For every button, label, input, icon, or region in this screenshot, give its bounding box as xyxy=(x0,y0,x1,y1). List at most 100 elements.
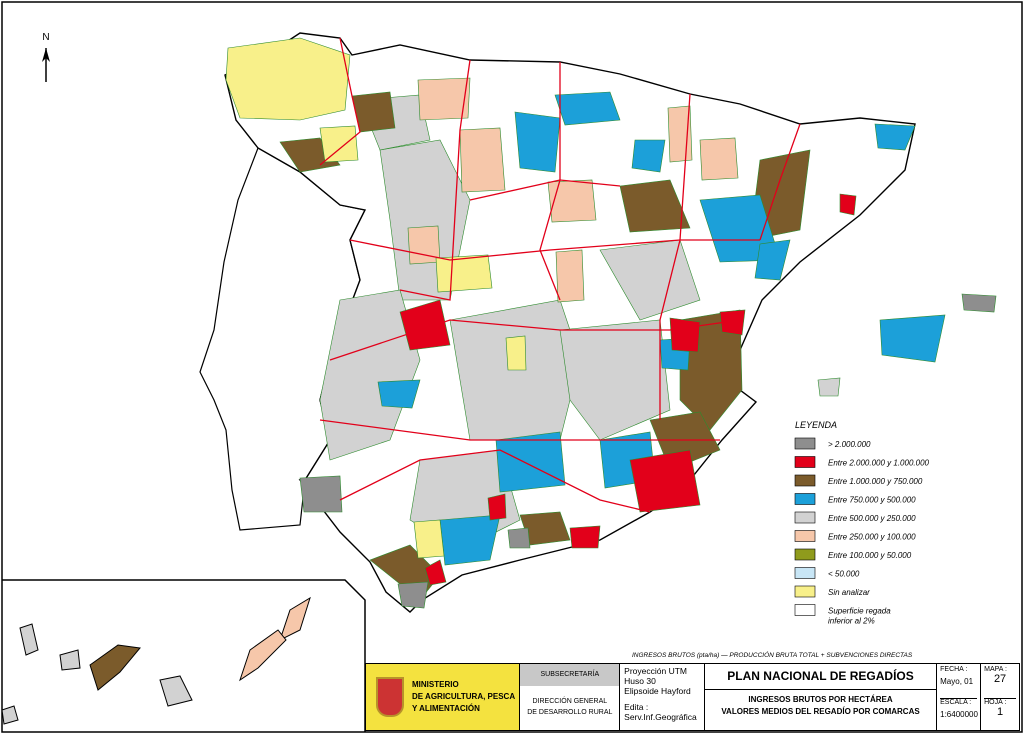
comarca xyxy=(629,449,701,513)
comarca xyxy=(505,335,527,371)
date-scale: FECHA : Mayo, 01 ESCALA : 1:6400000 xyxy=(937,664,982,730)
subtitle-line: VALORES MEDIOS DEL REGADÍO POR COMARCAS xyxy=(721,707,920,716)
comarca xyxy=(631,139,666,173)
legend-label: Entre 250.000 y 100.000 xyxy=(828,533,916,542)
escala-label: ESCALA : xyxy=(940,699,972,706)
comarca xyxy=(839,193,857,216)
hoja: 1 xyxy=(997,706,1004,718)
comarca xyxy=(417,77,471,121)
comarca xyxy=(377,379,421,409)
legend-label: Sin analizar xyxy=(828,588,870,597)
comarca xyxy=(413,519,445,559)
comarca xyxy=(961,293,997,313)
subtitle-line: INGRESOS BRUTOS POR HECTÁREA xyxy=(748,695,893,704)
note: INGRESOS BRUTOS (pta/ha) — PRODUCCIÓN BR… xyxy=(632,650,913,659)
comarca xyxy=(514,111,561,173)
edita-line: Edita : xyxy=(624,702,649,712)
projection-line: Huso 30 xyxy=(624,676,656,686)
comarca xyxy=(299,475,343,513)
comarca xyxy=(407,225,441,265)
shield xyxy=(376,677,404,717)
legend-label: Entre 500.000 y 250.000 xyxy=(828,514,916,523)
hoja-label: HOJA : xyxy=(984,699,1007,706)
province-border xyxy=(339,449,651,513)
province-border xyxy=(539,62,561,301)
edita-line: Serv.Inf.Geográfica xyxy=(624,712,697,722)
comarca xyxy=(507,527,531,549)
legend-label: inferior al 2% xyxy=(828,617,875,626)
map-title: PLAN NACIONAL DE REGADÍOS INGRESOS BRUTO… xyxy=(704,664,938,730)
direccion-line: DIRECCIÓN GENERAL xyxy=(532,698,608,705)
comarca xyxy=(424,559,447,586)
comarca xyxy=(699,137,739,181)
island xyxy=(159,675,193,707)
comarca xyxy=(487,493,507,521)
province-border xyxy=(319,37,361,166)
direccion-line: DE DESARROLLO RURAL xyxy=(527,709,613,716)
projection-line: Elipsoide Hayford xyxy=(624,686,691,696)
island xyxy=(59,649,81,671)
legend-swatch xyxy=(794,530,816,542)
province-border xyxy=(319,419,720,441)
comarca xyxy=(225,37,351,121)
north-arrow: N xyxy=(42,32,50,82)
mapa-label: MAPA : xyxy=(984,666,1007,673)
comarca xyxy=(559,319,671,441)
province-border xyxy=(659,93,691,420)
fecha-label: FECHA : xyxy=(940,666,968,673)
north-label: N xyxy=(42,32,49,43)
projection: Proyección UTM Huso 30 Elipsoide Hayford… xyxy=(620,664,705,730)
subsecretaria: SUBSECRETARÍA xyxy=(520,664,620,686)
comarca xyxy=(554,91,621,126)
comarca xyxy=(495,431,566,493)
island xyxy=(239,629,287,682)
legend-swatch xyxy=(794,474,816,487)
legend-title: LEYENDA xyxy=(795,420,837,430)
ministry-line: Y ALIMENTACIÓN xyxy=(412,704,480,713)
land xyxy=(199,32,997,613)
comarca xyxy=(874,123,916,151)
ministry-line: DE AGRICULTURA, PESCA xyxy=(412,692,516,701)
projection-line: Proyección UTM xyxy=(624,666,687,676)
legend-label: Entre 100.000 y 50.000 xyxy=(828,551,912,560)
legend-swatch xyxy=(794,493,816,505)
legend-swatch xyxy=(794,437,816,450)
fecha: Mayo, 01 xyxy=(940,677,974,686)
comarca xyxy=(879,314,946,363)
comarca xyxy=(619,179,691,233)
province-border xyxy=(759,123,801,241)
comarca xyxy=(555,249,585,303)
legend-label: Entre 750.000 y 500.000 xyxy=(828,496,916,505)
island xyxy=(1,705,19,725)
province-border xyxy=(469,179,621,201)
legend-label: < 50.000 xyxy=(828,570,860,579)
escala: 1:6400000 xyxy=(940,710,978,719)
legend-label: > 2.000.000 xyxy=(828,440,871,449)
comarca xyxy=(754,239,791,281)
legend-swatch xyxy=(794,456,816,468)
comarca xyxy=(319,125,359,163)
canary-inset xyxy=(1,579,366,732)
plan-title: PLAN NACIONAL DE REGADÍOS xyxy=(704,664,937,690)
island xyxy=(279,596,311,641)
comarca xyxy=(399,299,451,351)
comarca xyxy=(397,581,429,609)
comarca xyxy=(719,309,746,336)
ministry-line: MINISTERIO xyxy=(412,680,459,689)
comarca xyxy=(817,377,841,397)
province-border xyxy=(399,59,471,301)
legend-label: Entre 2.000.000 y 1.000.000 xyxy=(828,459,930,468)
title-block: MINISTERIO DE AGRICULTURA, PESCA Y ALIME… xyxy=(365,663,1020,731)
comarca xyxy=(459,127,506,193)
mapa: 27 xyxy=(993,673,1007,685)
sheet: MAPA : 27 HOJA : 1 xyxy=(981,664,1019,730)
province-border xyxy=(349,239,760,261)
legend-swatch xyxy=(794,511,816,524)
legend: LEYENDA > 2.000.000 Entre 2.000.000 y 1.0… xyxy=(794,420,930,626)
island xyxy=(19,623,39,656)
legend-label: Superficie regada xyxy=(828,607,891,616)
comarca xyxy=(569,525,601,549)
